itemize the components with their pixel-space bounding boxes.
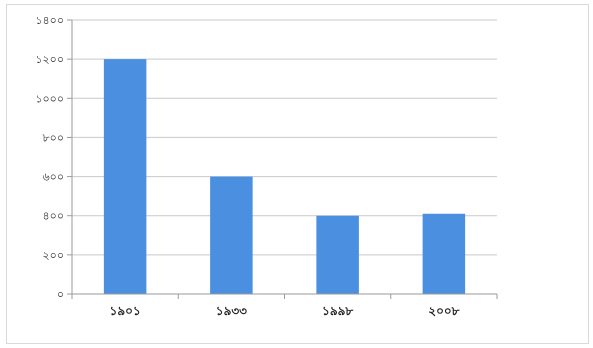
y-tick-label: ১২০০ <box>35 53 64 66</box>
y-tick-labels: ০ ২০০ ৪০০ ৬০০ ৮০০ ১০০০ ১২০০ ১৪০০ <box>35 14 64 301</box>
bar <box>316 216 359 294</box>
y-tick-label: ০ <box>57 288 64 301</box>
x-category-label: ১৯০১ <box>110 304 141 318</box>
y-tick-label: ১০০০ <box>35 92 64 105</box>
x-category-label: ১৯৩৩ <box>216 304 247 318</box>
bar <box>210 177 253 294</box>
bar <box>104 59 147 294</box>
x-category-label: ১৯৯৮ <box>322 304 353 318</box>
y-tick-label: ১৪০০ <box>35 14 64 27</box>
y-tick-label: ৪০০ <box>43 210 64 223</box>
bar <box>423 214 466 294</box>
y-tick-label: ৬০০ <box>43 171 64 184</box>
y-tick-label: ২০০ <box>43 249 64 262</box>
x-category-label: ২০০৮ <box>428 304 459 318</box>
x-category-labels: ১৯০১ ১৯৩৩ ১৯৯৮ ২০০৮ <box>110 304 460 318</box>
y-tick-label: ৮০০ <box>43 131 64 144</box>
